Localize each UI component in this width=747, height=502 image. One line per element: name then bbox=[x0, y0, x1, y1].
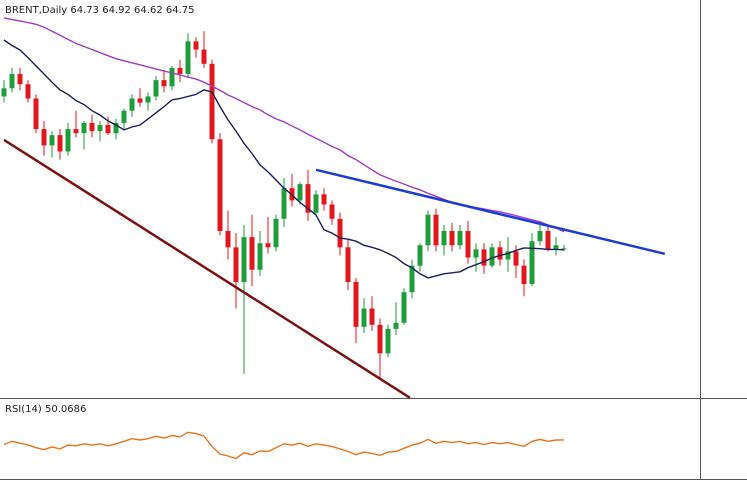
candle-body bbox=[97, 124, 103, 132]
candle-body bbox=[241, 237, 247, 282]
candle-body bbox=[177, 67, 183, 75]
candle-body bbox=[393, 322, 399, 329]
candle-body bbox=[521, 265, 527, 285]
header-bg bbox=[2, 3, 170, 17]
candle-body bbox=[369, 308, 375, 325]
candle-body bbox=[193, 41, 199, 50]
candle-body bbox=[9, 74, 15, 89]
candle-body bbox=[49, 135, 55, 146]
trend-line bbox=[315, 168, 666, 256]
candle-body bbox=[361, 308, 367, 327]
candle-body bbox=[297, 184, 303, 201]
candle-body bbox=[65, 129, 71, 152]
candle-body bbox=[113, 122, 119, 134]
candle-body bbox=[161, 80, 167, 87]
candle-body bbox=[553, 245, 559, 250]
candle-body bbox=[169, 67, 175, 87]
candle-body bbox=[545, 231, 551, 250]
candle-body bbox=[505, 251, 511, 260]
rsi-title: RSI(14) bbox=[5, 404, 42, 415]
text-layer: BRENT,Daily 64.73 64.92 64.62 64.75 RSI(… bbox=[2, 3, 195, 415]
candle-body bbox=[305, 184, 311, 213]
candle-body bbox=[313, 194, 319, 213]
candle-body bbox=[417, 245, 423, 266]
candle-body bbox=[321, 194, 327, 205]
candle-body bbox=[73, 129, 79, 134]
candle-body bbox=[121, 110, 127, 123]
candle-body bbox=[233, 247, 239, 282]
candle-body bbox=[329, 204, 335, 219]
candle-body bbox=[17, 74, 23, 85]
candle-body bbox=[377, 324, 383, 354]
last-open: 64.73 bbox=[70, 5, 99, 16]
candle-body bbox=[273, 218, 279, 248]
candle-body bbox=[337, 218, 343, 248]
candle-body bbox=[105, 124, 111, 134]
chart-title: BRENT,Daily bbox=[5, 5, 67, 16]
candle-body bbox=[465, 231, 471, 258]
rsi-last-value: 50.0686 bbox=[45, 404, 86, 415]
candle-body bbox=[401, 292, 407, 323]
candle-body bbox=[529, 241, 535, 285]
last-high: 64.92 bbox=[102, 5, 131, 16]
candle-body bbox=[385, 328, 391, 354]
candle-body bbox=[145, 96, 151, 103]
candle-body bbox=[153, 80, 159, 97]
candle-body bbox=[433, 214, 439, 246]
candle-body bbox=[217, 139, 223, 232]
candle-body bbox=[481, 249, 487, 266]
candle-body bbox=[281, 188, 287, 219]
candle-body bbox=[257, 243, 263, 270]
candle-body bbox=[89, 122, 95, 132]
trend-line bbox=[3, 138, 411, 399]
candle-body bbox=[537, 231, 543, 242]
candle-body bbox=[441, 231, 447, 246]
candle-body bbox=[57, 135, 63, 152]
candle-body bbox=[249, 237, 255, 270]
candle-body bbox=[225, 231, 231, 248]
candle-body bbox=[1, 88, 7, 97]
candle-body bbox=[137, 98, 143, 103]
candle-body bbox=[129, 98, 135, 111]
candle-body bbox=[561, 248, 567, 250]
series-line bbox=[3, 431, 565, 460]
candle-body bbox=[489, 247, 495, 266]
candle-body bbox=[81, 122, 87, 134]
rsi-header: RSI(14) 50.0686 bbox=[5, 404, 86, 415]
candle-body bbox=[409, 265, 415, 293]
candle-body bbox=[449, 231, 455, 246]
last-close: 64.75 bbox=[166, 5, 195, 16]
candle-body bbox=[33, 98, 39, 130]
series-line bbox=[3, 39, 565, 279]
candle-body bbox=[41, 129, 47, 146]
chart-header: BRENT,Daily 64.73 64.92 64.62 64.75 bbox=[5, 5, 195, 16]
last-low: 64.62 bbox=[134, 5, 163, 16]
candle-body bbox=[457, 231, 463, 246]
candle-body bbox=[185, 41, 191, 75]
candle-body bbox=[353, 281, 359, 327]
candle-body bbox=[201, 49, 207, 64]
candle-body bbox=[497, 247, 503, 260]
candle-body bbox=[473, 249, 479, 258]
candle-body bbox=[425, 214, 431, 246]
candle-body bbox=[345, 247, 351, 282]
candle-body bbox=[209, 63, 215, 140]
candle-body bbox=[513, 251, 519, 266]
marks-layer bbox=[1, 17, 666, 460]
candle-body bbox=[265, 243, 271, 248]
candle-body bbox=[25, 84, 31, 99]
